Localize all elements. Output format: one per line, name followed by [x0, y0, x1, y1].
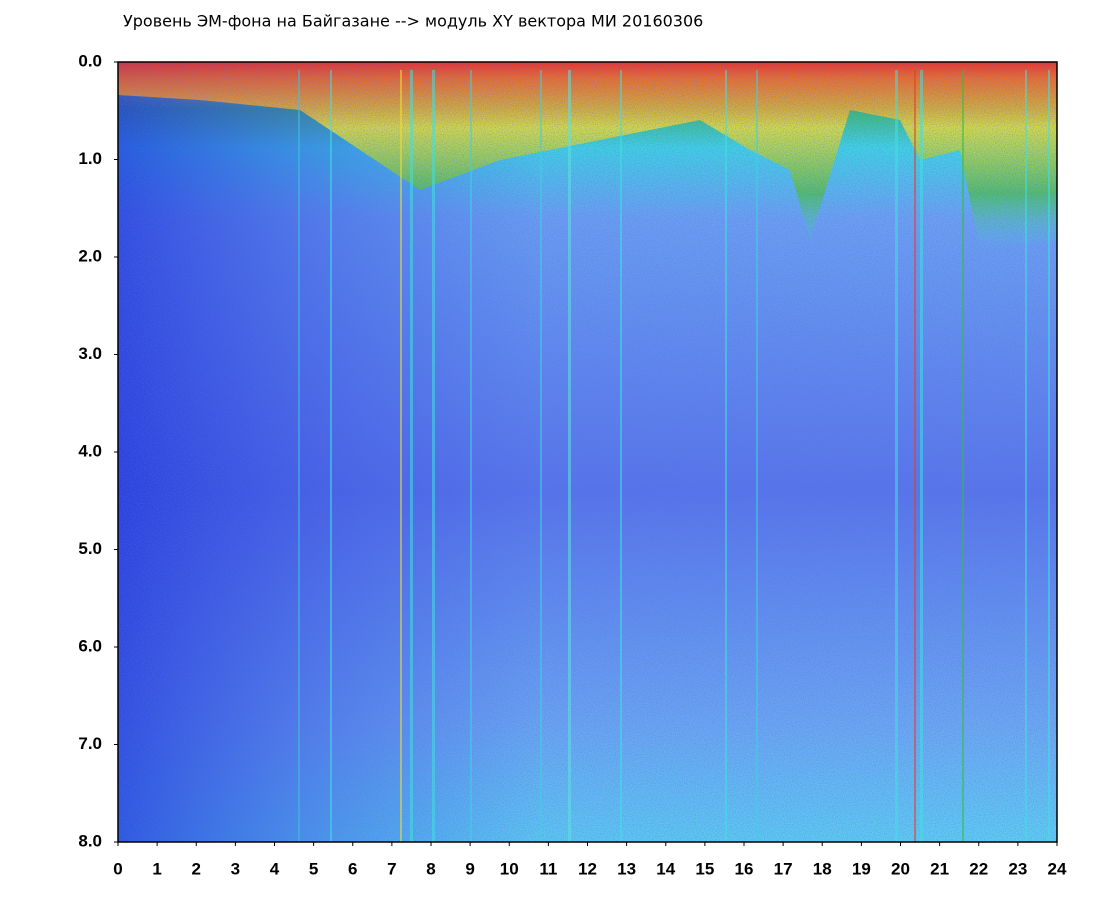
streak — [962, 70, 964, 842]
x-tick-label: 7 — [387, 859, 396, 878]
x-tick-label: 15 — [695, 859, 714, 878]
streak — [298, 70, 300, 842]
y-tick-label: 2.0 — [78, 246, 102, 265]
x-tick-label: 20 — [891, 859, 910, 878]
y-tick-label: 8.0 — [78, 831, 102, 850]
y-tick-label: 0.0 — [78, 51, 102, 70]
y-tick-label: 3.0 — [78, 344, 102, 363]
y-tick-label: 7.0 — [78, 734, 102, 753]
streak — [470, 70, 472, 842]
x-tick-label: 11 — [539, 859, 557, 878]
streak — [568, 70, 571, 842]
x-tick-label: 19 — [852, 859, 871, 878]
x-tick-label: 1 — [152, 859, 161, 878]
x-tick-label: 3 — [231, 859, 240, 878]
x-tick-label: 10 — [500, 859, 519, 878]
streak — [895, 70, 898, 842]
x-tick-label: 16 — [735, 859, 754, 878]
streak — [1025, 70, 1027, 842]
x-tick-label: 21 — [930, 859, 949, 878]
y-tick-label: 1.0 — [78, 149, 102, 168]
x-tick-label: 4 — [270, 859, 280, 878]
streak — [1048, 70, 1050, 842]
streak — [920, 70, 923, 842]
x-tick-label: 9 — [465, 859, 474, 878]
x-tick-label: 13 — [617, 859, 636, 878]
chart-title: Уровень ЭМ-фона на Байгазане --> модуль … — [123, 12, 703, 31]
streak — [330, 70, 332, 842]
x-tick-label: 23 — [1008, 859, 1027, 878]
streak — [432, 70, 435, 842]
streak — [756, 70, 758, 842]
x-tick-label: 12 — [578, 859, 597, 878]
x-tick-label: 0 — [113, 859, 122, 878]
streak — [540, 70, 542, 842]
streak — [725, 70, 727, 842]
x-tick-label: 22 — [969, 859, 988, 878]
x-tick-label: 5 — [309, 859, 318, 878]
x-tick-label: 14 — [656, 859, 675, 878]
x-tick-label: 24 — [1048, 859, 1067, 878]
streak — [914, 70, 916, 842]
x-tick-label: 2 — [192, 859, 201, 878]
x-tick-label: 17 — [774, 859, 793, 878]
y-tick-label: 5.0 — [78, 539, 102, 558]
x-tick-label: 6 — [348, 859, 357, 878]
heatmap-field — [118, 62, 1057, 842]
y-tick-label: 4.0 — [78, 441, 102, 460]
streak — [620, 70, 622, 842]
x-tick-label: 18 — [813, 859, 832, 878]
x-tick-label: 8 — [426, 859, 435, 878]
streak — [410, 70, 413, 842]
y-tick-label: 6.0 — [78, 636, 102, 655]
streak — [400, 70, 402, 842]
